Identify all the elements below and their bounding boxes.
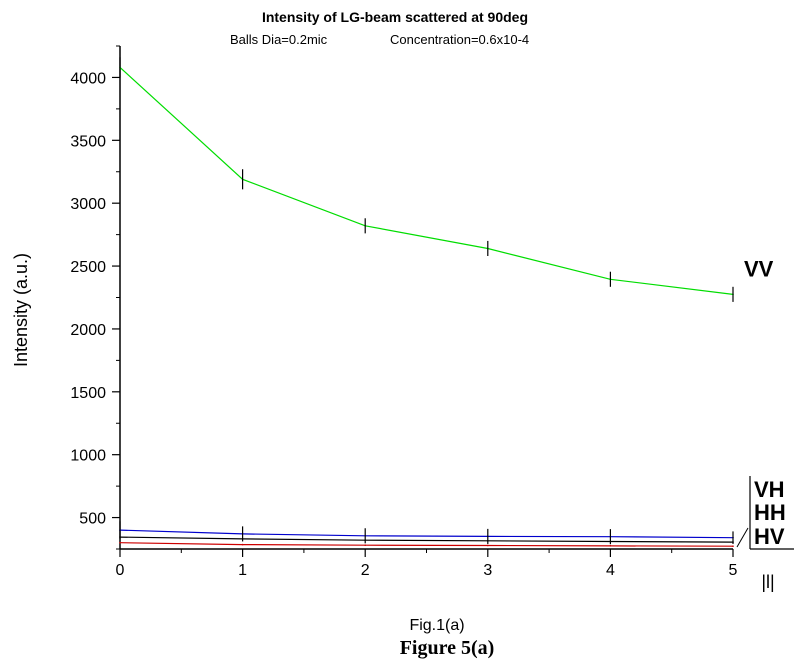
data-point-hv [732,545,734,548]
x-tick-label: 3 [483,562,492,579]
series-line-vv [119,66,734,295]
data-point-hv [364,544,367,547]
data-point-hh [241,538,244,540]
y-tick-label: 1500 [70,385,106,402]
y-tick-label: 500 [79,511,106,528]
series-label-vv: VV [744,256,774,281]
data-point-hh [364,539,367,541]
series-label-vh: VH [754,477,785,502]
tick-group: 0 1 2 3 4 5 500 1000 1500 2000 2500 3000 3500 4000 [70,45,738,579]
series-label-hh: HH [754,500,786,525]
x-axis-label: Fig.1(a) [409,617,464,634]
axes [119,46,733,550]
data-point-hh [732,541,734,543]
x-tick-label: 5 [729,562,738,579]
x-tick-label: 1 [238,562,247,579]
y-tick-label: 2500 [70,259,106,276]
series-line-vh [119,529,734,539]
x-tick-label: 4 [606,562,615,579]
figure-caption: Figure 5(a) [400,637,495,659]
x-tick-label: 2 [361,562,370,579]
y-axis-label: Intensity (a.u.) [11,253,31,367]
y-tick-label: 2000 [70,322,106,339]
label-pointer-line [736,527,749,548]
series-line-hh [119,536,734,543]
x-extra-label: |l| [761,572,774,592]
chart-subtitle-right: Concentration=0.6x10-4 [390,32,529,47]
data-point-hh [487,540,489,542]
chart-title: Intensity of LG-beam scattered at 90deg [262,9,528,25]
series-label-hv: HV [754,524,785,549]
data-point-hv [241,543,244,546]
y-tick-label: 4000 [70,70,106,87]
y-tick-label: 3000 [70,196,106,213]
data-point-hv [609,545,612,547]
series-group [119,57,734,548]
chart-subtitle-left: Balls Dia=0.2mic [230,32,328,47]
x-tick-label: 0 [116,562,125,579]
y-tick-label: 1000 [70,448,106,465]
data-point-hv [487,544,489,547]
series-line-hv [119,542,734,547]
data-point-hh [609,540,612,543]
y-tick-label: 3500 [70,133,106,150]
chart-title-group: Intensity of LG-beam scattered at 90deg … [230,9,529,47]
data-point-hv [119,541,121,544]
data-point-hh [119,536,121,538]
